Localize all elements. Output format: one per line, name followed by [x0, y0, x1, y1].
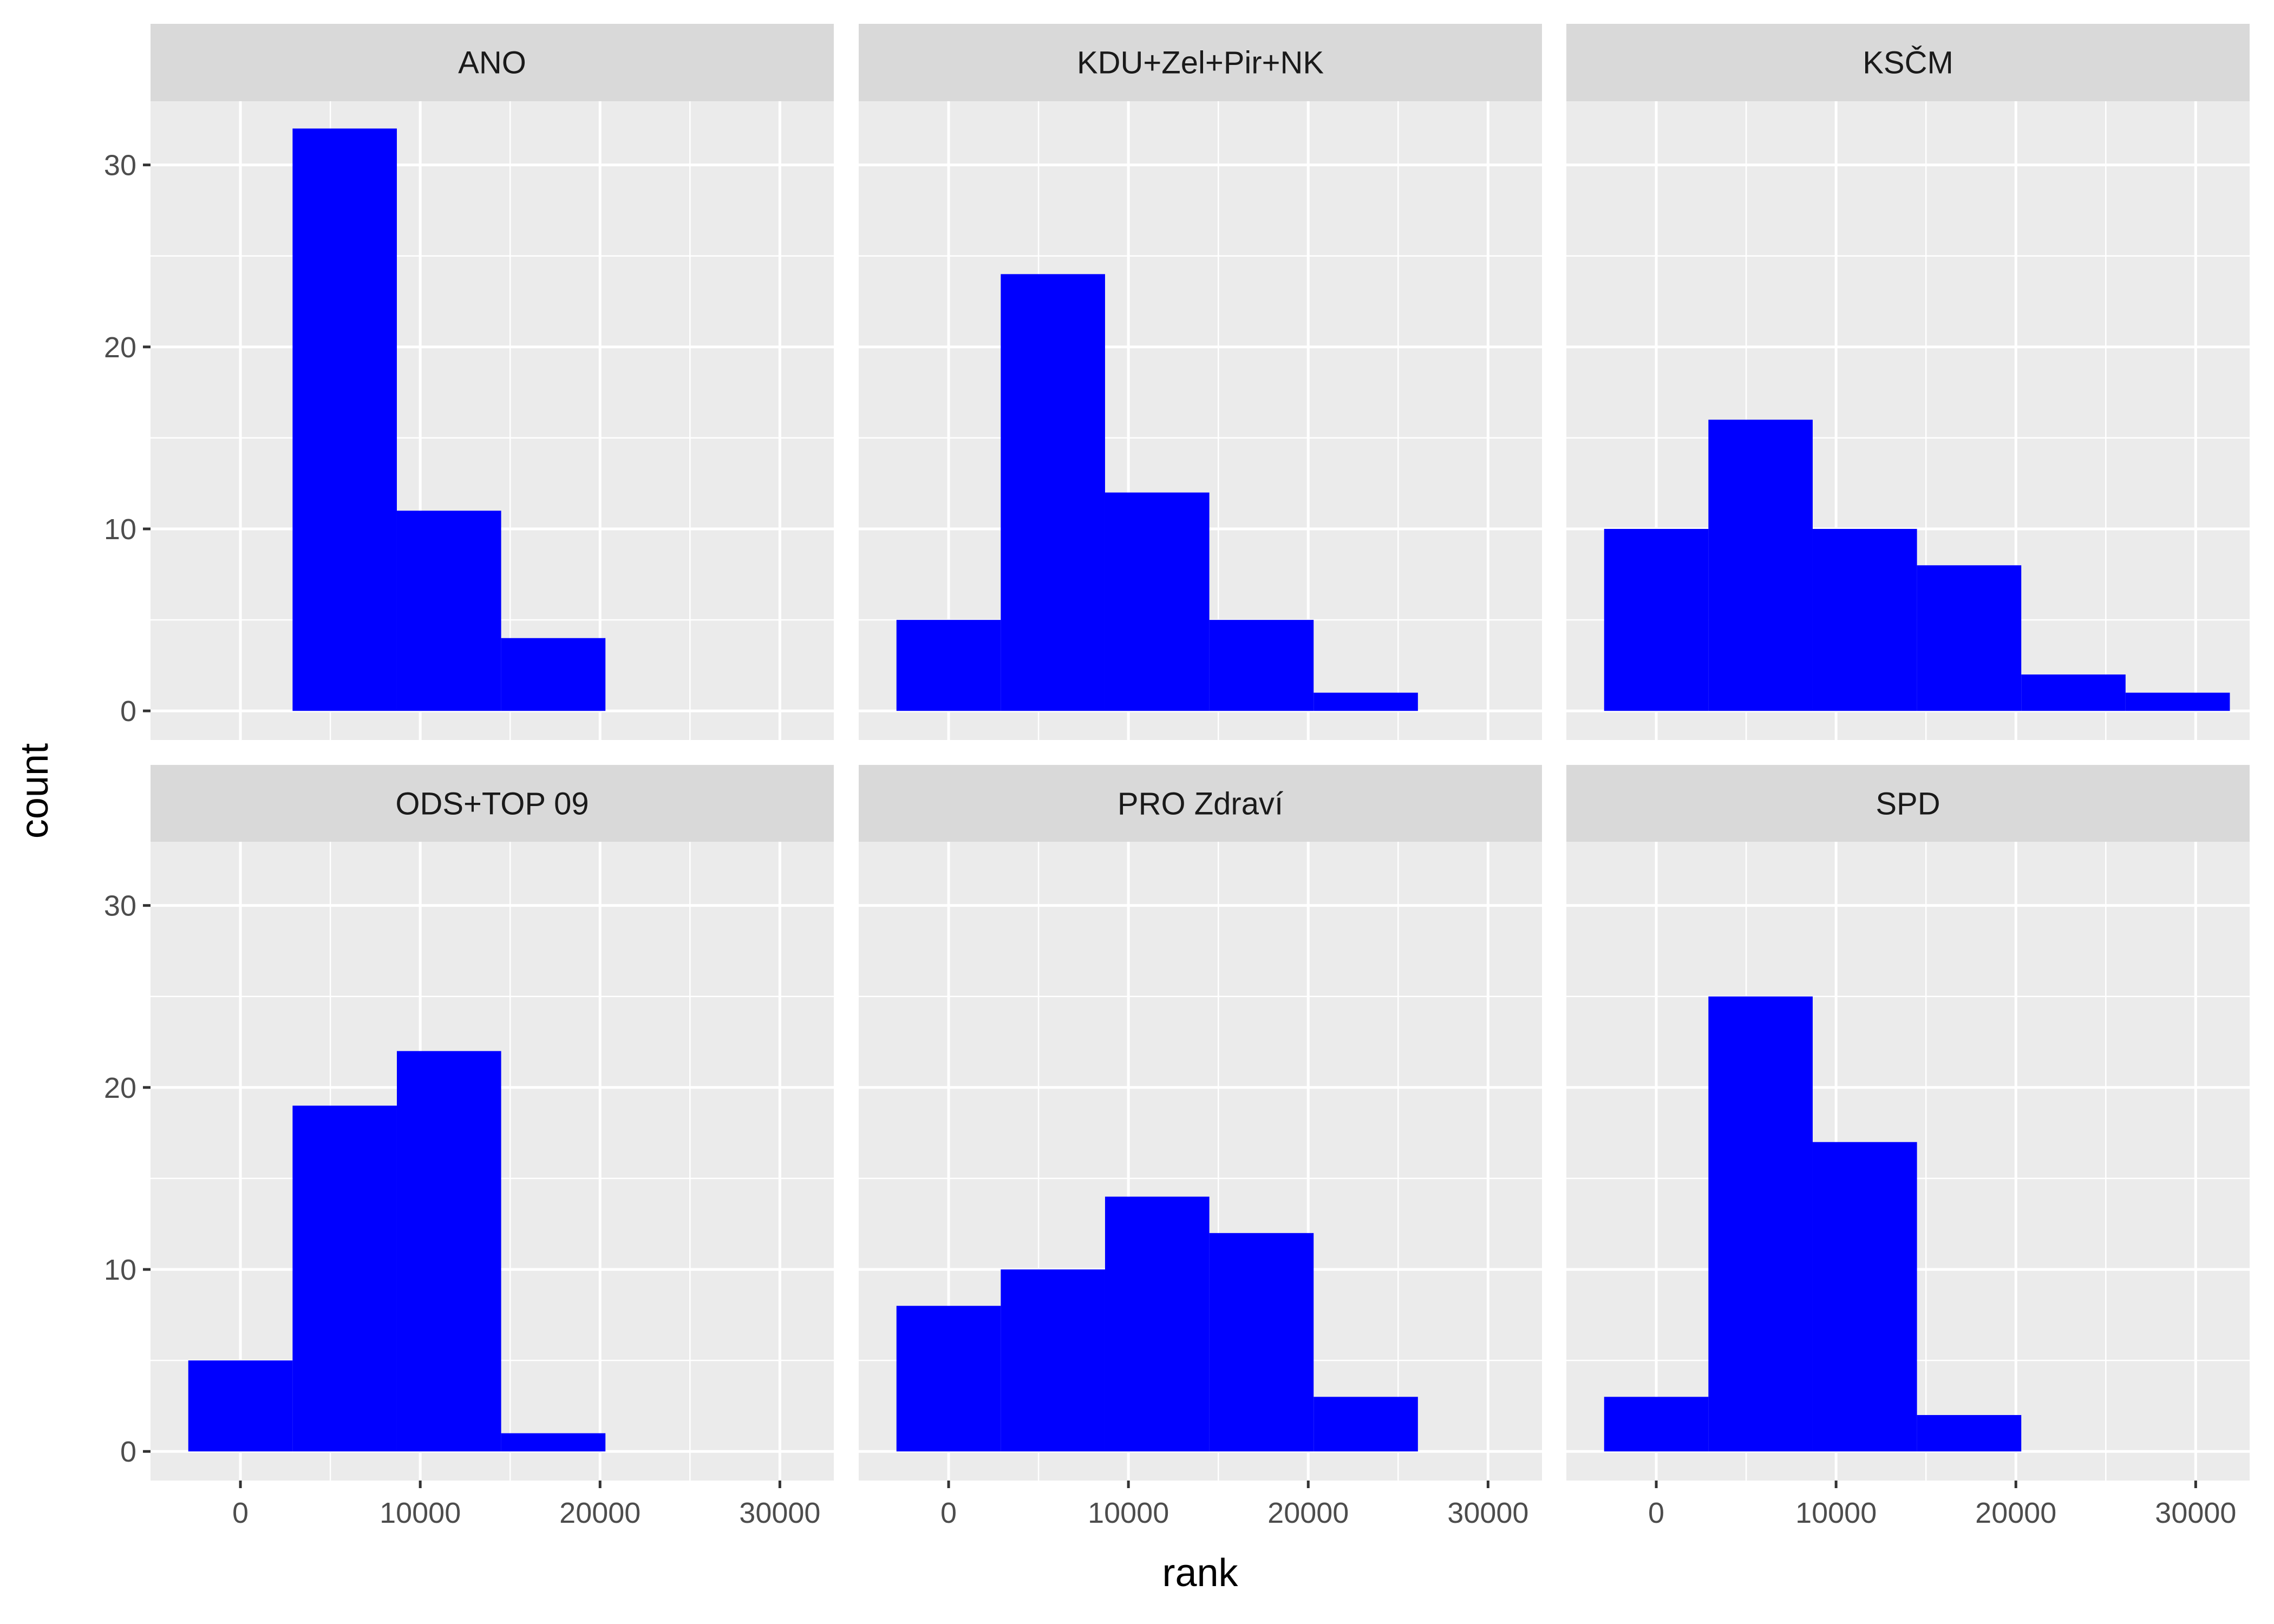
- y-tick-label: 0: [120, 695, 136, 728]
- histogram-bar: [1105, 492, 1210, 711]
- histogram-bar: [1812, 1142, 1917, 1452]
- histogram-bar: [501, 1433, 606, 1452]
- histogram-bar: [1708, 996, 1813, 1452]
- panel-title-kdu-zel-pir-nk: KDU+Zel+Pir+NK: [1077, 45, 1324, 81]
- x-tick-label: 10000: [1795, 1497, 1877, 1529]
- panel-title-spd: SPD: [1876, 787, 1940, 822]
- panel-title-ks-m: KSČM: [1863, 45, 1953, 81]
- y-tick-label: 30: [104, 890, 136, 922]
- histogram-bar: [1209, 1233, 1314, 1452]
- histogram-bar: [1105, 1196, 1210, 1452]
- panel-title-pro-zdrav-: PRO Zdraví: [1118, 787, 1283, 822]
- histogram-bar: [1314, 692, 1418, 711]
- x-tick-label: 30000: [2155, 1497, 2236, 1529]
- y-tick-label: 20: [104, 1072, 136, 1104]
- histogram-bar: [1314, 1397, 1418, 1452]
- panel-strip-3: [151, 765, 834, 842]
- histogram-bar: [1708, 420, 1813, 711]
- histogram-bar: [1209, 620, 1314, 711]
- y-tick-label: 20: [104, 331, 136, 364]
- panel-strip-0: [151, 24, 834, 101]
- histogram-bar: [2021, 674, 2126, 711]
- histogram-bar: [1812, 529, 1917, 711]
- y-tick-label: 10: [104, 513, 136, 546]
- histogram-bar: [292, 128, 397, 711]
- x-tick-label: 30000: [1447, 1497, 1528, 1529]
- histogram-bar: [1604, 529, 1709, 711]
- histogram-bar: [1917, 565, 2022, 711]
- y-tick-label: 30: [104, 149, 136, 182]
- x-tick-label: 20000: [1975, 1497, 2056, 1529]
- histogram-bar: [188, 1360, 293, 1452]
- histogram-bar: [1917, 1415, 2022, 1452]
- histogram-bar: [1604, 1397, 1709, 1452]
- histogram-bar: [896, 620, 1001, 711]
- histogram-bar: [292, 1105, 397, 1452]
- y-tick-label: 0: [120, 1436, 136, 1468]
- x-tick-label: 0: [1648, 1497, 1664, 1529]
- panel-strip-1: [859, 24, 1542, 101]
- x-axis-title: rank: [1162, 1551, 1238, 1595]
- x-tick-label: 0: [940, 1497, 957, 1529]
- panel-strip-2: [1566, 24, 2250, 101]
- panel-title-ods-top-09: ODS+TOP 09: [395, 787, 589, 822]
- panel-strip-5: [1566, 765, 2250, 842]
- y-axis-title: count: [13, 743, 56, 839]
- histogram-bar: [896, 1306, 1001, 1452]
- x-tick-label: 20000: [1267, 1497, 1349, 1529]
- histogram-bar: [501, 638, 606, 711]
- panel-strip-4: [859, 765, 1542, 842]
- panel-title-ano: ANO: [458, 45, 526, 81]
- histogram-bar: [396, 510, 501, 711]
- y-tick-label: 10: [104, 1254, 136, 1286]
- histogram-bar: [1001, 274, 1105, 711]
- histogram-bar: [1001, 1269, 1105, 1452]
- x-tick-label: 20000: [559, 1497, 641, 1529]
- histogram-bar: [396, 1051, 501, 1452]
- x-tick-label: 10000: [380, 1497, 461, 1529]
- x-tick-label: 0: [232, 1497, 249, 1529]
- x-tick-label: 30000: [739, 1497, 820, 1529]
- x-tick-label: 10000: [1088, 1497, 1169, 1529]
- histogram-bar: [2125, 692, 2230, 711]
